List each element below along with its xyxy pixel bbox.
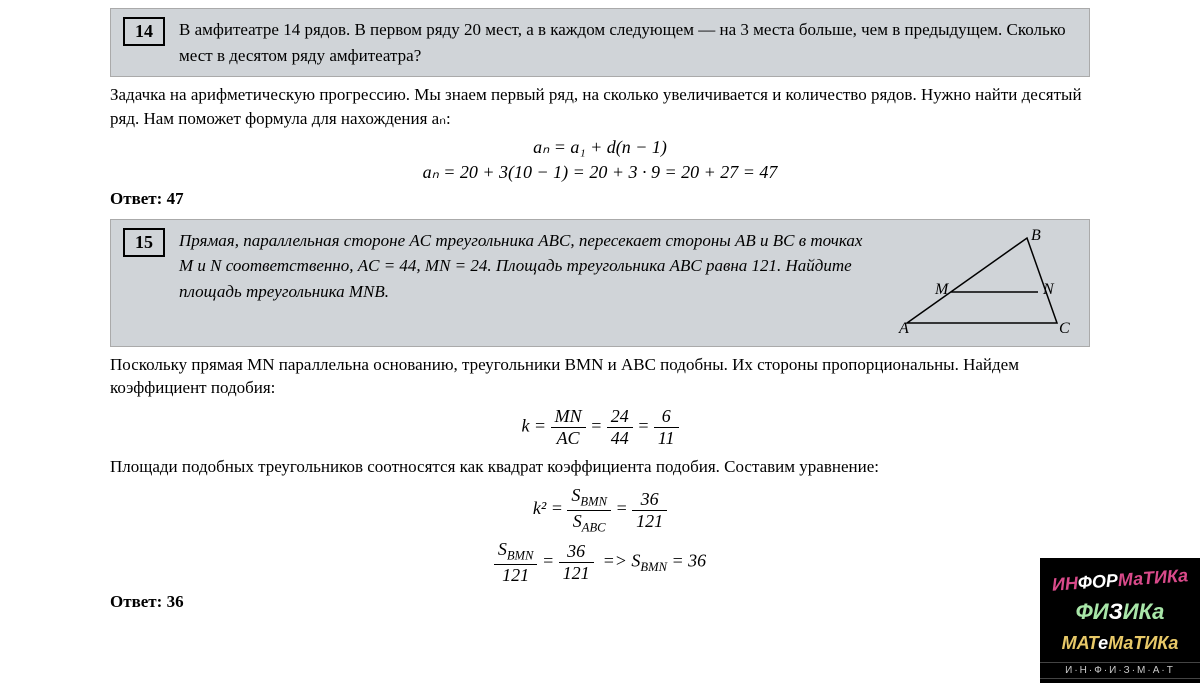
solution-14-intro: Задачка на арифметическую прогрессию. Мы…	[110, 83, 1090, 131]
vertex-A: A	[898, 320, 909, 337]
k2-label: k² =	[533, 498, 563, 518]
s-abc-sub-d: ABC	[582, 520, 606, 534]
frac-121c: 121	[559, 563, 594, 584]
problem-15-number: 15	[123, 228, 165, 257]
s-bmn-n2: S	[498, 539, 507, 559]
s-bmn-sub-n2: BMN	[507, 549, 534, 563]
logo-line3: МАТеМаТИКа	[1040, 633, 1200, 654]
solution-15-intro: Поскольку прямая MN параллельна основани…	[110, 353, 1090, 401]
frac-36a: 36	[632, 489, 667, 511]
answer-14-label: Ответ:	[110, 189, 167, 208]
problem-14-number: 14	[123, 17, 165, 46]
logo-badge: ИНФОРМаТИКа ФИЗИКа МАТеМаТИКа И·Н·Ф·И·З·…	[1040, 558, 1200, 683]
frac-mn: MN	[551, 406, 586, 428]
frac-36b: 36	[559, 541, 594, 563]
vertex-C: C	[1059, 320, 1070, 337]
vertex-N: N	[1042, 281, 1055, 298]
s-bmn-sub-f: BMN	[640, 560, 667, 574]
solution-15-mid: Площади подобных треугольников соотносят…	[110, 455, 1090, 479]
problem-14-text: В амфитеатре 14 рядов. В первом ряду 20 …	[179, 17, 1077, 68]
f14-lhs: aₙ	[533, 137, 549, 157]
answer-15-value: 36	[167, 592, 184, 611]
problem-14-box: 14 В амфитеатре 14 рядов. В первом ряду …	[110, 8, 1090, 77]
k-label: k =	[521, 416, 546, 436]
problem-15-box: 15 Прямая, параллельная стороне AC треуг…	[110, 219, 1090, 347]
frac-121b: 121	[494, 565, 538, 586]
s-bmn-sub-n: BMN	[580, 495, 607, 509]
frac-121a: 121	[632, 511, 667, 532]
formula-15-final: SBMN 121 = 36121 => SBMN = 36	[0, 539, 1200, 586]
logo-line4: И·Н·Ф·И·З·М·А·Т	[1040, 662, 1200, 679]
formula-15-k2: k² = SBMN SABC = 36121	[0, 485, 1200, 535]
frac-11: 11	[654, 428, 679, 449]
formula-15-k: k = MNAC = 2444 = 611	[0, 406, 1200, 449]
answer-14-value: 47	[167, 189, 184, 208]
answer-14: Ответ: 47	[110, 189, 1090, 209]
frac-ac: AC	[551, 428, 586, 449]
logo-line2: ФИЗИКа	[1040, 599, 1200, 625]
answer-15-label: Ответ:	[110, 592, 167, 611]
vertex-B: B	[1031, 228, 1041, 244]
frac-24: 24	[607, 406, 633, 428]
frac-44: 44	[607, 428, 633, 449]
triangle-diagram: A B C M N	[887, 228, 1077, 338]
f14-rhs: a₁ + d(n − 1)	[570, 137, 667, 157]
frac-6: 6	[654, 406, 679, 428]
eq36: = 36	[667, 551, 706, 571]
logo-line1: ИНФОРМаТИКа	[1039, 564, 1200, 596]
problem-15-text: Прямая, параллельная стороне AC треуголь…	[179, 228, 877, 305]
implies: => S	[603, 551, 641, 571]
vertex-M: M	[934, 281, 950, 298]
formula-14-2: aₙ = 20 + 3(10 − 1) = 20 + 3 · 9 = 20 + …	[0, 162, 1200, 183]
answer-15: Ответ: 36	[110, 592, 1090, 612]
s-abc-d: S	[573, 511, 582, 531]
formula-14-1: aₙ = a₁ + d(n − 1)	[0, 137, 1200, 158]
